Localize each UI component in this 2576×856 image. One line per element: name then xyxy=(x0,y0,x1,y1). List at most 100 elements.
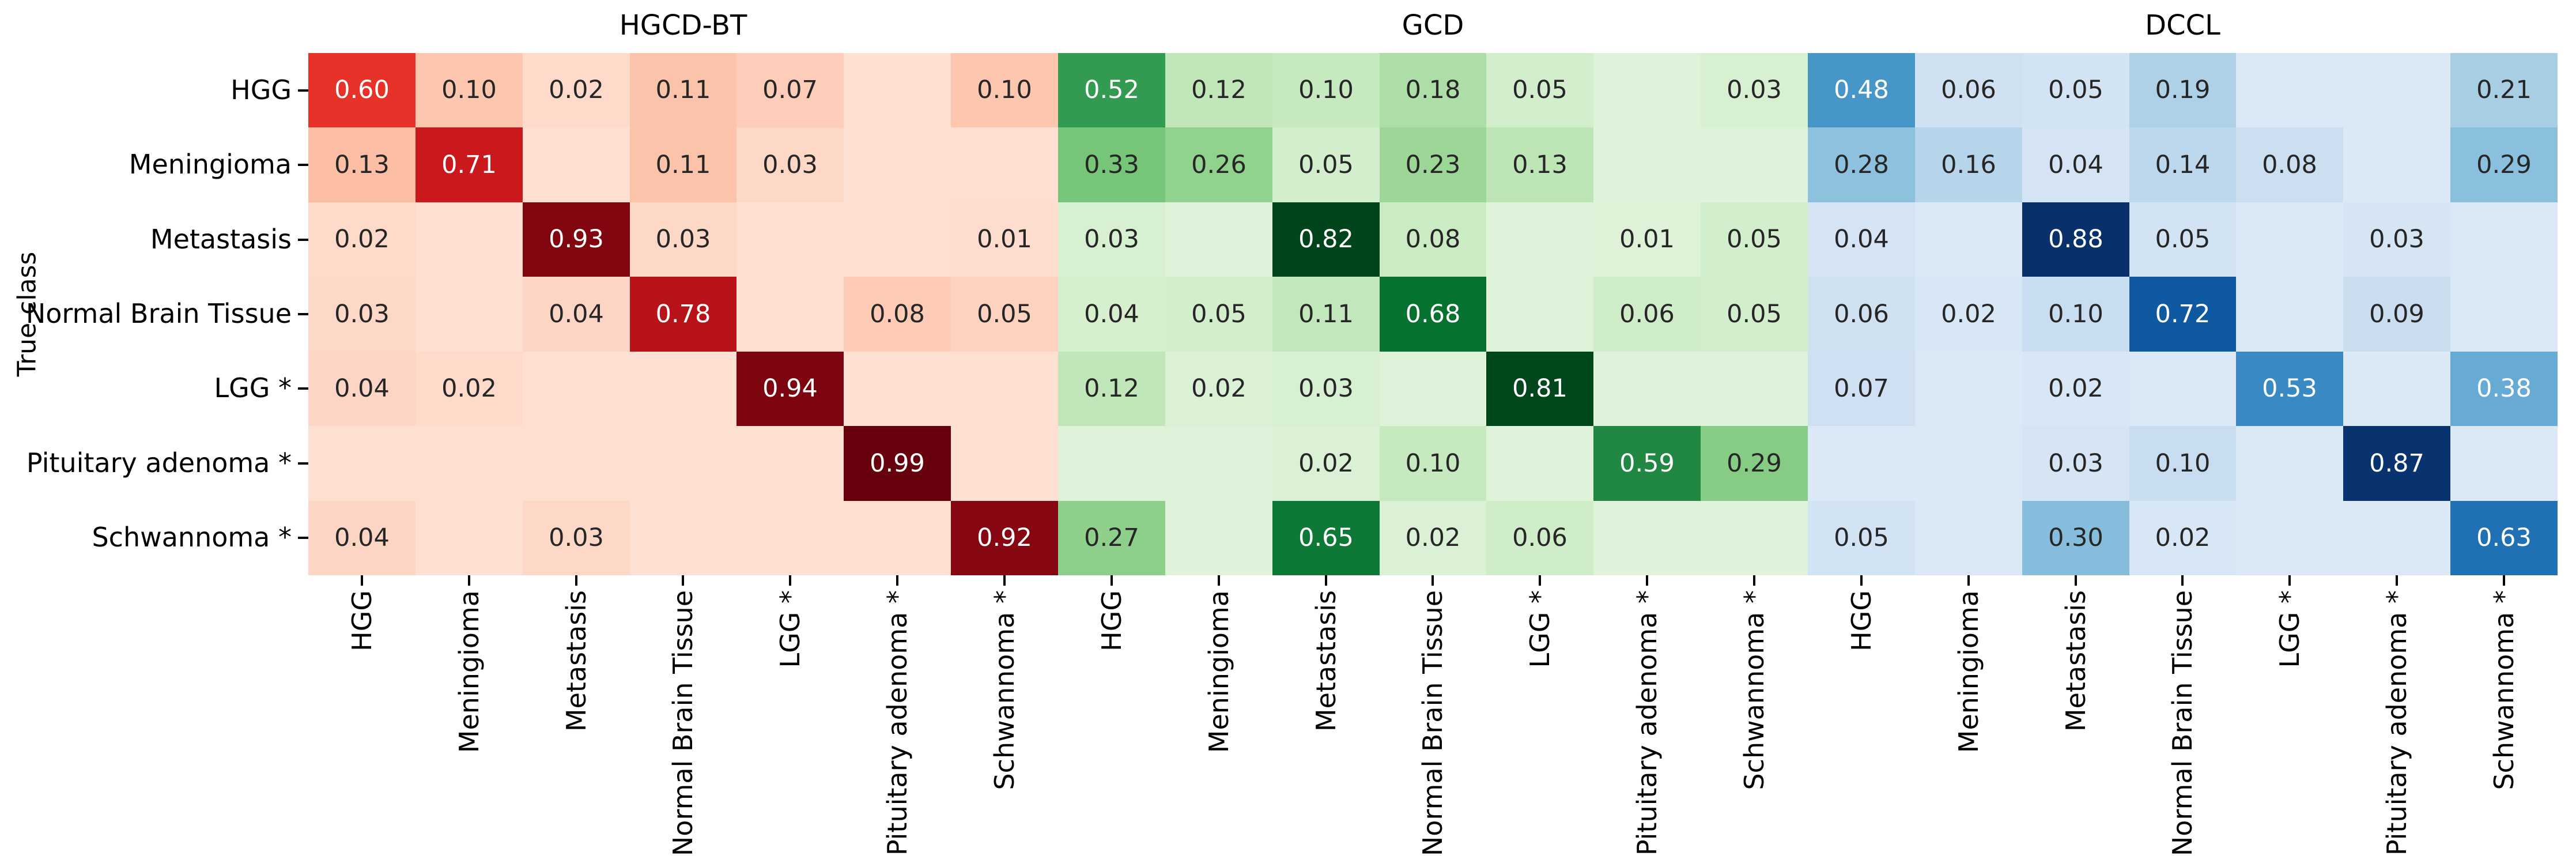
heatmap-cell: 0.04 xyxy=(2022,127,2129,202)
cell-annotation: 0.03 xyxy=(762,150,818,179)
x-tick-mark xyxy=(1860,575,1863,586)
heatmap-cell: 0.78 xyxy=(630,277,736,352)
cell-annotation: 0.12 xyxy=(1084,374,1139,403)
x-tick-mark xyxy=(682,575,684,586)
x-tick-label: HGG xyxy=(346,590,377,651)
cell-annotation: 0.04 xyxy=(334,523,390,552)
heatmap-cell xyxy=(2129,352,2236,426)
heatmap-cell: 0.13 xyxy=(308,127,416,202)
heatmap-cell: 0.87 xyxy=(2343,426,2450,501)
cell-annotation: 0.03 xyxy=(655,225,711,254)
cell-annotation: 0.87 xyxy=(2369,448,2424,478)
heatmap-cell: 0.09 xyxy=(2343,277,2450,352)
heatmap-cell: 0.03 xyxy=(308,277,416,352)
x-tick-label: Pituitary adenoma * xyxy=(1631,590,1663,856)
x-tick-mark xyxy=(789,575,791,586)
x-tick-mark xyxy=(2503,575,2505,586)
y-tick-mark xyxy=(298,387,308,390)
x-tick-label: Meningioma xyxy=(1203,590,1234,753)
heatmap-cell xyxy=(2236,426,2343,501)
heatmap-cell: 0.03 xyxy=(2343,202,2450,277)
y-tick-mark xyxy=(298,89,308,92)
cell-annotation: 0.10 xyxy=(1405,448,1461,478)
cell-annotation: 0.04 xyxy=(2048,150,2103,179)
heatmap-cell: 0.07 xyxy=(1808,352,1915,426)
cell-annotation: 0.93 xyxy=(549,225,604,254)
heatmap-cell: 0.29 xyxy=(1701,426,1808,501)
heatmap-cell xyxy=(1701,501,1808,575)
cell-annotation: 0.10 xyxy=(1298,76,1354,104)
heatmap-cell: 0.02 xyxy=(523,53,630,127)
cell-annotation: 0.82 xyxy=(1298,225,1354,254)
heatmap-cell: 0.05 xyxy=(1701,277,1808,352)
cell-annotation: 0.68 xyxy=(1405,299,1461,329)
heatmap-cell: 0.16 xyxy=(1915,127,2022,202)
heatmap-cell: 0.30 xyxy=(2022,501,2129,575)
heatmap-cell: 0.81 xyxy=(1486,352,1593,426)
heatmap-cell xyxy=(1701,127,1808,202)
cell-annotation: 0.28 xyxy=(1834,150,1889,179)
heatmap-cell: 0.02 xyxy=(1272,426,1380,501)
heatmap-cell xyxy=(630,352,736,426)
cell-annotation: 0.81 xyxy=(1512,374,1567,403)
cell-annotation: 0.05 xyxy=(1191,299,1247,329)
x-tick-label: HGG xyxy=(1096,590,1127,651)
cell-annotation: 0.29 xyxy=(2476,150,2532,179)
x-tick-mark xyxy=(2396,575,2398,586)
heatmap-cell: 0.07 xyxy=(736,53,844,127)
cell-annotation: 0.59 xyxy=(1619,448,1675,478)
heatmap-cell: 0.08 xyxy=(844,277,951,352)
cell-annotation: 0.14 xyxy=(2155,150,2211,179)
x-tick-label: LGG * xyxy=(775,590,806,668)
heatmap-cell: 0.10 xyxy=(2022,277,2129,352)
heatmap-cell: 0.53 xyxy=(2236,352,2343,426)
heatmap-cell: 0.06 xyxy=(1593,277,1701,352)
x-tick-label: Meningioma xyxy=(1953,590,1984,753)
heatmap-cell xyxy=(1701,352,1808,426)
cell-annotation: 0.78 xyxy=(655,299,711,329)
heatmap-cell xyxy=(736,501,844,575)
heatmap-cell: 0.88 xyxy=(2022,202,2129,277)
cell-annotation: 0.03 xyxy=(549,523,604,552)
x-tick-label: Normal Brain Tissue xyxy=(2167,590,2198,856)
cell-annotation: 0.01 xyxy=(977,225,1032,254)
heatmap-cell xyxy=(308,426,416,501)
heatmap-cell xyxy=(416,501,523,575)
heatmap-cell: 0.02 xyxy=(1915,277,2022,352)
heatmap-cell xyxy=(844,127,951,202)
cell-annotation: 0.04 xyxy=(1834,225,1889,254)
heatmap-cell: 0.27 xyxy=(1058,501,1165,575)
heatmap-cell: 0.02 xyxy=(2022,352,2129,426)
cell-annotation: 0.99 xyxy=(870,448,925,478)
heatmap-cell xyxy=(736,202,844,277)
heatmap-cell xyxy=(1915,202,2022,277)
cell-annotation: 0.21 xyxy=(2476,76,2532,104)
cell-annotation: 0.16 xyxy=(1941,150,1996,179)
heatmap-cell: 0.33 xyxy=(1058,127,1165,202)
heatmap-cell xyxy=(2450,426,2558,501)
y-tick-mark xyxy=(298,537,308,539)
cell-annotation: 0.12 xyxy=(1191,76,1247,104)
cell-annotation: 0.06 xyxy=(1512,523,1567,552)
cell-annotation: 0.02 xyxy=(549,76,604,104)
heatmap-cell xyxy=(630,426,736,501)
x-tick-mark xyxy=(1218,575,1220,586)
x-tick-mark xyxy=(1539,575,1541,586)
cell-annotation: 0.02 xyxy=(2048,374,2103,403)
panel-title-dccl: DCCL xyxy=(2145,9,2220,42)
heatmap-cell xyxy=(1486,426,1593,501)
x-tick-label: LGG * xyxy=(2274,590,2305,668)
heatmap-cell xyxy=(736,426,844,501)
heatmap-cell: 0.68 xyxy=(1380,277,1486,352)
heatmap-cell: 0.26 xyxy=(1165,127,1272,202)
cell-annotation: 0.03 xyxy=(2048,448,2103,478)
heatmap-cell: 0.06 xyxy=(1808,277,1915,352)
heatmap-cell xyxy=(1486,277,1593,352)
heatmap-cell: 0.02 xyxy=(2129,501,2236,575)
y-tick-label: LGG * xyxy=(214,372,292,404)
x-tick-mark xyxy=(1646,575,1648,586)
heatmap-cell: 0.05 xyxy=(1486,53,1593,127)
cell-annotation: 0.27 xyxy=(1084,523,1139,552)
cell-annotation: 0.04 xyxy=(1084,299,1139,329)
heatmap-cell xyxy=(2236,277,2343,352)
